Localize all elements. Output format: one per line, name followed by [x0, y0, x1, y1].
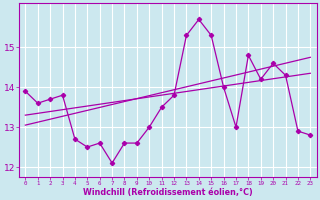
- X-axis label: Windchill (Refroidissement éolien,°C): Windchill (Refroidissement éolien,°C): [83, 188, 253, 197]
